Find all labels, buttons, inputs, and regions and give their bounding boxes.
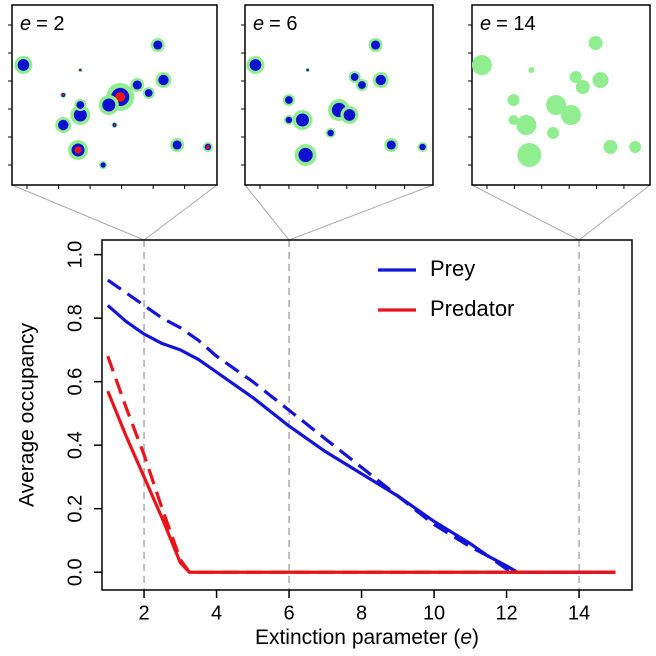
series-line (106, 390, 616, 574)
prey-patch (249, 59, 262, 71)
connector (471, 184, 580, 241)
predator-patch (62, 93, 65, 97)
y-tick-label: 0.4 (64, 431, 86, 459)
legend-label: Prey (430, 256, 475, 281)
predator-patch (206, 145, 210, 149)
prey-patch (350, 73, 359, 81)
inset-symbol: e (253, 13, 264, 35)
connector (143, 184, 218, 241)
inset-text: = 6 (269, 13, 297, 35)
prey-patch (172, 140, 182, 150)
connector (11, 184, 145, 241)
inset-label: e = 6 (253, 13, 297, 35)
patch (592, 72, 609, 88)
prey-patch (144, 89, 153, 97)
predator-patch (115, 92, 126, 102)
x-tick-label: 10 (423, 602, 445, 624)
patch (588, 36, 603, 50)
prey-patch (386, 140, 396, 150)
patch (546, 95, 567, 115)
inset-symbol: e (480, 13, 491, 35)
patch (547, 127, 560, 139)
prey-patch (102, 98, 116, 112)
predator-patch (74, 146, 82, 154)
patch (575, 80, 590, 94)
prey-patch (132, 80, 142, 90)
prey-patch (76, 101, 85, 109)
predator-patch (113, 123, 116, 127)
prey-patch (375, 74, 386, 86)
prey-patch (371, 40, 381, 50)
inset: e = 6 (241, 4, 434, 189)
prey-patch (327, 129, 334, 137)
inset-label: e = 14 (480, 13, 536, 35)
predator-patch (79, 69, 82, 71)
patch (629, 141, 642, 153)
y-tick-label: 0.0 (64, 558, 86, 586)
patch (508, 115, 519, 125)
inset-text: = 14 (496, 13, 535, 35)
x-tick-label: 12 (495, 602, 517, 624)
connector (244, 184, 290, 241)
prey-patch (298, 147, 313, 163)
y-tick-label: 0.2 (64, 495, 86, 523)
prey-patch (419, 143, 426, 151)
prey-patch (153, 40, 163, 50)
patch (560, 105, 581, 125)
x-tick-label: 2 (138, 602, 149, 624)
prey-patch (284, 96, 293, 104)
series-line (106, 304, 616, 574)
series-dashed-line (106, 355, 616, 574)
prey-patch (100, 162, 106, 168)
inset: e = 2 (8, 4, 218, 189)
inset: e = 14 (468, 4, 651, 189)
y-tick-label: 0.6 (64, 368, 86, 396)
inset-frame (244, 4, 434, 186)
prey-patch (17, 59, 30, 71)
y-tick-label: 0.8 (64, 304, 86, 332)
x-tick-label: 14 (568, 602, 590, 624)
inset-frame (471, 4, 651, 186)
inset-symbol: e (20, 13, 31, 35)
inset-label: e = 2 (20, 13, 64, 35)
x-axis-label: Extinction parameter (e) (255, 626, 479, 649)
prey-patch (358, 81, 366, 89)
prey-patch (285, 116, 293, 124)
y-tick-label: 1.0 (64, 241, 86, 269)
series-dashed-line (106, 278, 616, 574)
prey-patch (158, 74, 169, 86)
y-axis-label: Average occupancy (16, 322, 39, 507)
patch (516, 115, 537, 135)
x-tick-label: 4 (211, 602, 222, 624)
patch (569, 71, 582, 83)
patch (507, 94, 520, 106)
prey-patch (73, 108, 87, 122)
x-tick-label: 6 (283, 602, 294, 624)
legend-label: Predator (430, 296, 514, 321)
connector (578, 184, 651, 241)
prey-patch (343, 109, 356, 121)
x-tick-label: 8 (356, 602, 367, 624)
prey-patch (58, 119, 69, 131)
connector (288, 184, 434, 241)
prey-patch (295, 113, 309, 127)
prey-patch (306, 68, 309, 72)
patch (528, 67, 535, 73)
patch (603, 140, 618, 154)
patch (517, 143, 542, 167)
inset-text: = 2 (36, 13, 64, 35)
plot-frame (101, 239, 633, 591)
patch (471, 55, 492, 75)
